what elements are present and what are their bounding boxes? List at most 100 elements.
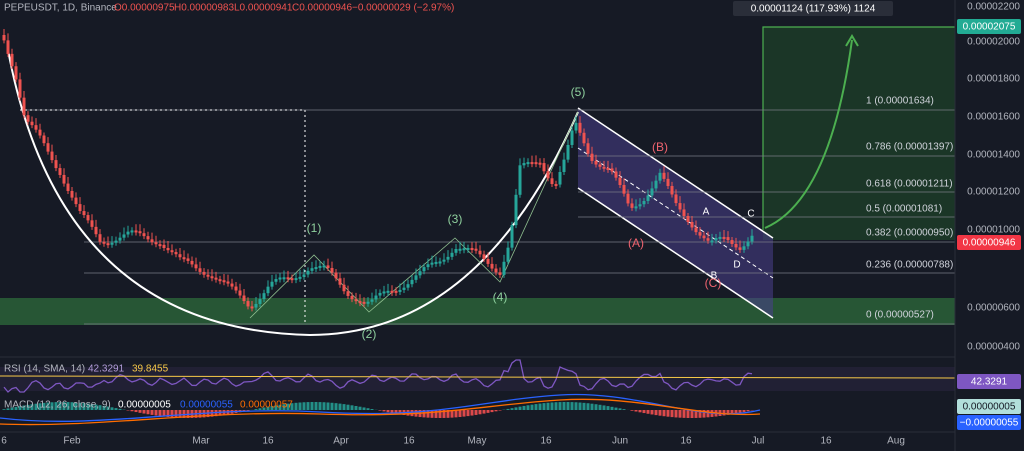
candle bbox=[710, 240, 714, 243]
candle bbox=[554, 184, 558, 187]
candle bbox=[178, 254, 182, 258]
candle bbox=[438, 261, 442, 264]
macd-bar bbox=[14, 406, 18, 410]
macd-bar bbox=[706, 410, 710, 418]
macd-bar bbox=[170, 410, 174, 418]
candle bbox=[706, 238, 710, 241]
macd-bar bbox=[538, 403, 542, 410]
candle bbox=[394, 290, 398, 293]
cup-curve bbox=[7, 49, 579, 337]
macd-bar bbox=[446, 410, 450, 418]
candle bbox=[682, 209, 686, 216]
macd-bar bbox=[522, 405, 526, 410]
candle bbox=[430, 262, 434, 265]
candle bbox=[510, 225, 514, 248]
macd-bar bbox=[598, 404, 602, 410]
macd-bar bbox=[634, 410, 638, 412]
measure-text: 0.00001124 (117.93%) 1124 bbox=[751, 4, 876, 15]
candle bbox=[274, 279, 278, 282]
macd-bar bbox=[298, 402, 302, 410]
wave-label: (C) bbox=[705, 276, 722, 290]
macd-bar bbox=[542, 403, 546, 410]
macd-bar bbox=[354, 405, 358, 410]
macd-bar bbox=[306, 402, 310, 410]
candle bbox=[714, 238, 718, 241]
candle bbox=[354, 299, 358, 302]
candle bbox=[206, 274, 210, 277]
macd-bar bbox=[130, 410, 134, 412]
macd-bar bbox=[530, 404, 534, 410]
macd-bar bbox=[342, 404, 346, 410]
rsi-sma bbox=[0, 375, 956, 379]
wave-label: (B) bbox=[652, 140, 668, 154]
candle bbox=[346, 291, 350, 296]
macd-bar bbox=[646, 410, 650, 414]
candle bbox=[606, 167, 610, 170]
macd-bar bbox=[278, 404, 282, 410]
macd-bar bbox=[478, 410, 482, 415]
time-label: Mar bbox=[192, 436, 210, 447]
candle bbox=[298, 276, 302, 279]
macd-bar bbox=[46, 402, 50, 410]
candle bbox=[310, 268, 314, 271]
candle bbox=[578, 122, 582, 133]
candle bbox=[90, 220, 94, 227]
candle bbox=[66, 183, 70, 191]
macd-bar bbox=[514, 407, 518, 410]
macd-bar bbox=[118, 408, 122, 410]
macd-bar bbox=[510, 408, 514, 410]
candle bbox=[242, 295, 246, 302]
macd-bar bbox=[638, 410, 642, 413]
macd-bar bbox=[382, 410, 386, 412]
macd-bar bbox=[730, 410, 734, 415]
candle bbox=[350, 295, 354, 300]
macd-bar bbox=[662, 410, 666, 417]
candle bbox=[194, 264, 198, 269]
signal-line bbox=[0, 398, 761, 426]
candle bbox=[674, 194, 678, 204]
candle bbox=[390, 290, 394, 293]
arrow-head bbox=[845, 34, 859, 47]
candle bbox=[202, 271, 206, 275]
macd-bar bbox=[350, 405, 354, 410]
candle bbox=[598, 164, 602, 167]
triangle-label: A bbox=[703, 207, 710, 218]
candle bbox=[62, 174, 66, 184]
support-zone bbox=[0, 298, 955, 325]
candle bbox=[562, 159, 566, 173]
candle bbox=[750, 235, 754, 242]
candle bbox=[702, 235, 706, 239]
macd-bar bbox=[358, 406, 362, 410]
macd-bar bbox=[90, 404, 94, 410]
macd-bar bbox=[734, 410, 738, 414]
candle bbox=[182, 257, 186, 260]
candle bbox=[114, 240, 118, 243]
candle bbox=[94, 226, 98, 235]
macd-bar bbox=[54, 402, 58, 410]
macd-bar bbox=[82, 403, 86, 410]
macd-bar bbox=[390, 410, 394, 413]
macd-bar bbox=[574, 402, 578, 410]
ohlc-close: C0.00000946 bbox=[292, 3, 352, 14]
candle bbox=[590, 153, 594, 161]
macd-bar bbox=[546, 402, 550, 410]
candle bbox=[622, 185, 626, 194]
macd-bar bbox=[618, 408, 622, 410]
macd-bar bbox=[318, 402, 322, 410]
candle bbox=[366, 301, 370, 304]
triangle-label: D bbox=[733, 260, 740, 271]
candle bbox=[210, 276, 214, 279]
macd-bar bbox=[562, 402, 566, 410]
candle bbox=[498, 272, 502, 275]
macd-bar bbox=[398, 410, 402, 415]
wave-label: (4) bbox=[493, 290, 508, 304]
candle bbox=[126, 231, 130, 235]
rsi-sma-value: 39.8455 bbox=[132, 364, 169, 375]
measure-box bbox=[733, 1, 893, 16]
candle bbox=[42, 135, 46, 144]
candle bbox=[258, 299, 262, 304]
candle bbox=[134, 230, 138, 233]
macd-bar bbox=[454, 410, 458, 418]
macd-bar bbox=[622, 409, 626, 410]
macd-bar bbox=[246, 410, 250, 411]
